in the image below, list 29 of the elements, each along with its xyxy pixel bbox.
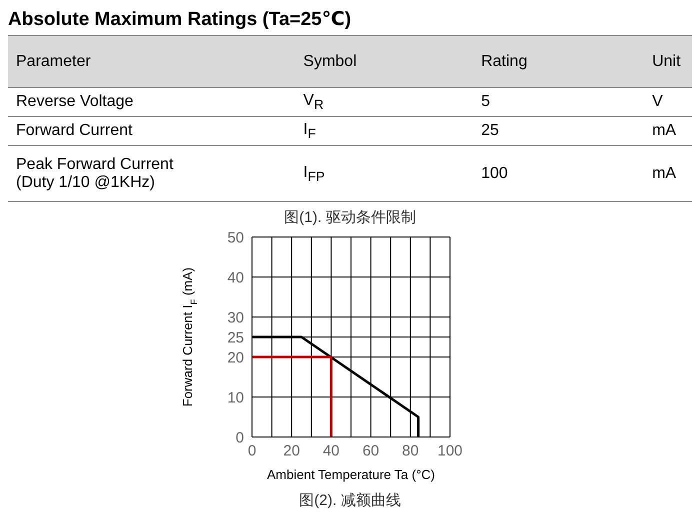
text: mA	[651, 164, 678, 184]
text: Absolute Maximum Ratings (Ta=25℃)	[8, 8, 352, 31]
y-tick-label: 30	[227, 310, 244, 327]
text: 图(2). 减额曲线	[298, 491, 402, 510]
text: 100	[480, 164, 509, 184]
y-tick-label: 0	[236, 430, 244, 447]
text: 25	[480, 121, 500, 142]
y-tick-label: 50	[227, 230, 244, 247]
text: 5	[480, 92, 491, 112]
y-tick-label: 25	[227, 330, 244, 347]
text: V$_{R}$	[302, 91, 325, 114]
text: Peak Forward Current (Duty 1/10 @1KHz)	[15, 154, 174, 193]
text: I$_{FP}$	[302, 162, 326, 186]
text: 图(1). 驱动条件限制	[283, 208, 417, 228]
y-tick-label: 40	[227, 270, 244, 287]
x-tick-label: 0	[248, 443, 256, 460]
x-tick-label: 40	[322, 443, 340, 460]
x-tick-label: 80	[402, 443, 419, 460]
text: Forward Current	[15, 121, 134, 142]
y-tick-label: 10	[227, 390, 244, 407]
text: V	[651, 92, 664, 112]
text: Reverse Voltage	[15, 92, 134, 112]
text: mA	[651, 121, 678, 142]
text: I$_{F}$	[302, 120, 317, 144]
y-tick-label: 20	[227, 350, 244, 367]
x-tick-label: 20	[283, 443, 300, 460]
x-tick-label: 100	[437, 443, 463, 460]
x-tick-label: 60	[362, 443, 380, 460]
x-axis-title: Ambient Temperature Ta (°C)	[266, 467, 436, 482]
